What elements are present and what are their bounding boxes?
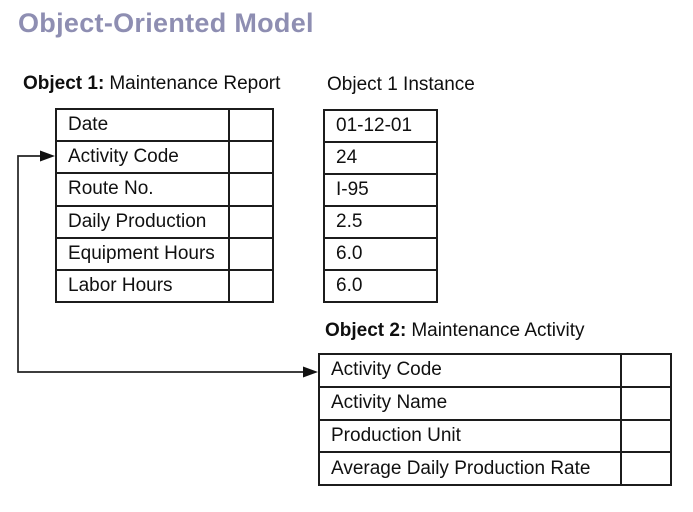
- table-row: Average Daily Production Rate: [320, 451, 670, 484]
- object1-instance-table: 01-12-01 24 I-95 2.5 6.0 6.0: [323, 109, 438, 303]
- instance-heading: Object 1 Instance: [327, 74, 475, 95]
- instance-value: 24: [336, 147, 358, 168]
- table-row: Activity Name: [320, 385, 670, 419]
- object1-heading-name: Maintenance Report: [109, 73, 281, 94]
- attribute-name: Activity Code: [68, 146, 179, 168]
- table-row: Daily Production: [57, 204, 272, 237]
- attribute-name: Activity Code: [331, 359, 442, 381]
- table-row: Equipment Hours: [57, 236, 272, 269]
- page-title: Object-Oriented Model: [18, 8, 314, 38]
- instance-value: 6.0: [336, 275, 363, 296]
- table-row: 2.5: [325, 205, 436, 237]
- attribute-name: Equipment Hours: [68, 242, 215, 264]
- attribute-name: Production Unit: [331, 424, 461, 446]
- attribute-name: Date: [68, 114, 109, 136]
- attribute-value-cell: [228, 238, 272, 269]
- instance-value: 01-12-01: [336, 115, 413, 136]
- table-row: Labor Hours: [57, 268, 272, 302]
- attribute-name: Labor Hours: [68, 274, 173, 296]
- table-row: Activity Code: [320, 355, 670, 386]
- attribute-value-cell: [228, 174, 272, 205]
- attribute-value-cell: [620, 387, 670, 419]
- arrowhead-to-object1: [40, 150, 55, 162]
- attribute-name: Activity Name: [331, 392, 448, 414]
- table-row: 6.0: [325, 237, 436, 269]
- object2-heading-name: Maintenance Activity: [411, 320, 585, 341]
- table-row: 01-12-01: [325, 111, 436, 141]
- arrowhead-to-object2: [303, 366, 318, 378]
- attribute-value-cell: [228, 142, 272, 173]
- object2-heading: Object 2: Maintenance Activity: [325, 320, 585, 342]
- instance-value: 2.5: [336, 211, 363, 232]
- attribute-value-cell: [228, 110, 272, 141]
- attribute-name: Average Daily Production Rate: [331, 457, 591, 479]
- object1-table: Date Activity Code Route No. Daily Produ…: [55, 108, 274, 303]
- table-row: 6.0: [325, 269, 436, 301]
- table-row: 24: [325, 141, 436, 173]
- instance-value: 6.0: [336, 243, 363, 264]
- attribute-name: Daily Production: [68, 210, 207, 232]
- object1-heading-prefix: Object 1:: [23, 73, 105, 94]
- table-row: Activity Code: [57, 140, 272, 173]
- attribute-name: Route No.: [68, 178, 154, 200]
- attribute-value-cell: [228, 206, 272, 237]
- object2-heading-prefix: Object 2:: [325, 320, 407, 341]
- table-row: Production Unit: [320, 418, 670, 452]
- table-row: Date: [57, 110, 272, 141]
- table-row: Route No.: [57, 172, 272, 205]
- object2-table: Activity Code Activity Name Production U…: [318, 353, 672, 486]
- attribute-value-cell: [620, 355, 670, 386]
- attribute-value-cell: [620, 453, 670, 484]
- instance-value: I-95: [336, 179, 369, 200]
- table-row: I-95: [325, 173, 436, 205]
- object1-heading: Object 1: Maintenance Report: [23, 73, 280, 95]
- attribute-value-cell: [228, 270, 272, 302]
- attribute-value-cell: [620, 420, 670, 452]
